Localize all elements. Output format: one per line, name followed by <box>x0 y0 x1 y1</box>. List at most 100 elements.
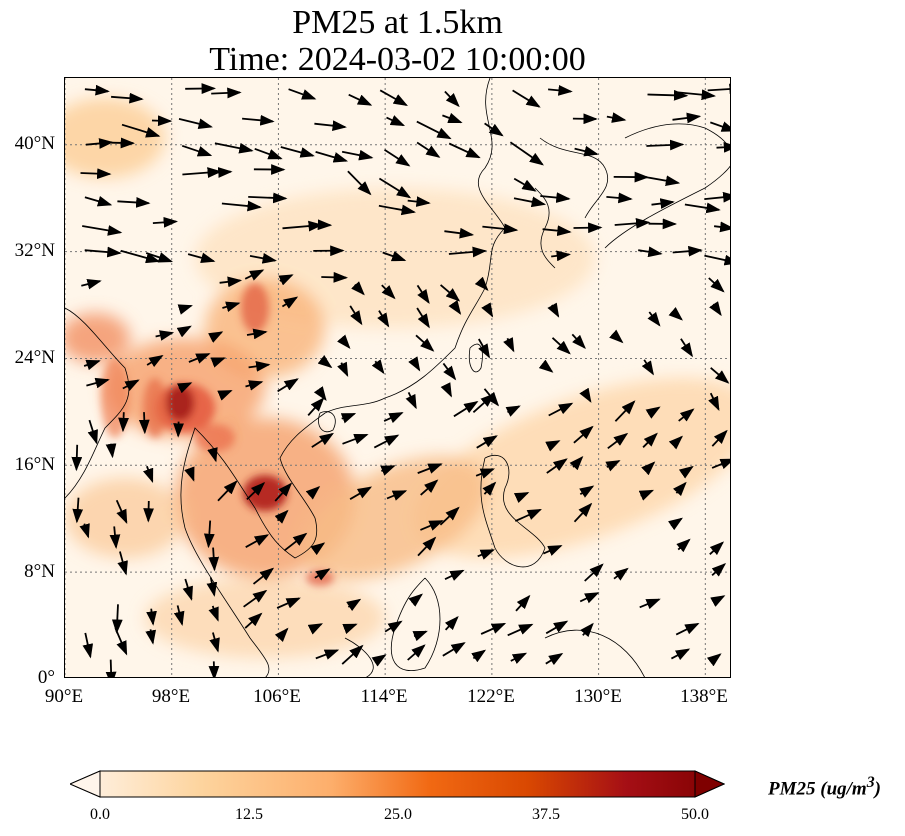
pm25-map <box>64 77 731 678</box>
wind-arrow <box>416 307 430 329</box>
wind-arrow <box>111 137 136 149</box>
wind-arrow <box>252 567 275 585</box>
wind-arrow <box>448 299 462 315</box>
wind-arrow <box>342 433 369 445</box>
wind-arrow <box>82 225 123 236</box>
colorbar <box>70 770 725 798</box>
wind-arrow <box>513 196 547 208</box>
wind-arrow <box>708 277 725 293</box>
wind-arrow <box>444 227 475 239</box>
wind-arrow <box>379 89 408 106</box>
wind-arrow <box>245 534 270 548</box>
wind-arrow <box>480 622 507 635</box>
wind-arrow <box>551 250 571 262</box>
wind-arrow <box>321 271 348 283</box>
wind-arrow <box>573 222 603 234</box>
wind-arrow <box>545 440 561 452</box>
wind-arrow <box>574 145 599 157</box>
wind-arrow <box>377 310 390 328</box>
wind-arrow <box>371 359 385 375</box>
wind-arrow <box>711 458 730 470</box>
wind-arrow <box>176 325 192 338</box>
wind-arrow <box>181 144 213 157</box>
wind-arrow <box>245 380 264 391</box>
wind-arrow <box>647 89 689 101</box>
wind-arrow <box>115 499 128 525</box>
wind-arrow <box>348 93 373 106</box>
lon-label-138: 138°E <box>680 686 728 707</box>
wind-arrow <box>675 622 700 636</box>
wind-arrow <box>249 252 277 264</box>
wind-arrow <box>579 592 600 604</box>
wind-arrow <box>85 138 114 149</box>
wind-arrow <box>407 196 431 207</box>
wind-arrow <box>676 538 691 553</box>
wind-arrow <box>673 481 687 497</box>
wind-arrow <box>211 87 242 99</box>
wind-arrow <box>71 444 83 472</box>
wind-arrow <box>646 139 685 151</box>
wind-arrow <box>143 500 155 523</box>
wind-arrow <box>122 379 140 392</box>
wind-arrow <box>81 278 102 290</box>
wind-arrow <box>187 252 216 263</box>
wind-arrow <box>173 605 185 626</box>
colorbar-tick-1: 12.5 <box>235 806 263 823</box>
wind-arrow <box>606 112 627 123</box>
lat-label-40: 40°N <box>14 133 55 154</box>
wind-arrow <box>118 412 129 433</box>
lon-label-98: 98°E <box>151 686 191 707</box>
wind-arrow <box>678 465 694 479</box>
wind-arrow <box>349 305 363 326</box>
lat-label-0: 0° <box>37 667 55 688</box>
wind-arrow <box>513 177 537 192</box>
wind-arrow <box>711 563 727 577</box>
wind-arrow <box>317 355 333 369</box>
wind-arrow <box>416 284 430 305</box>
wind-arrow <box>584 563 604 582</box>
map-canvas <box>65 78 730 677</box>
wind-arrow <box>278 274 294 286</box>
wind-arrow <box>684 202 721 214</box>
wind-arrow <box>711 429 728 447</box>
wind-arrow <box>710 121 730 132</box>
wind-arrow <box>408 356 421 372</box>
lat-label-8: 8°N <box>24 561 55 582</box>
wind-arrow <box>569 455 584 471</box>
wind-arrow <box>514 508 542 522</box>
wind-arrow <box>347 170 372 196</box>
wind-arrow <box>84 84 110 96</box>
wind-arrow <box>79 523 90 539</box>
wind-arrow <box>380 465 396 476</box>
wind-arrow <box>573 425 594 444</box>
wind-arrow <box>510 652 528 664</box>
wind-arrow <box>82 632 94 659</box>
wind-arrow <box>242 114 275 126</box>
wind-arrow <box>641 359 654 376</box>
wind-arrow <box>645 406 661 419</box>
wind-arrow <box>109 526 121 549</box>
wind-arrow <box>609 329 624 344</box>
wind-arrow <box>668 307 683 321</box>
wind-arrow <box>208 331 224 343</box>
wind-arrow <box>384 149 411 167</box>
wind-arrow <box>315 649 340 660</box>
wind-arrow <box>80 168 112 180</box>
wind-arrow <box>417 463 443 474</box>
wind-arrow <box>573 502 593 523</box>
wind-arrow <box>254 147 283 160</box>
wind-arrow <box>442 112 463 124</box>
colorbar-label-end: ) <box>874 778 881 800</box>
wind-arrow <box>477 549 495 560</box>
wind-arrow <box>412 630 428 642</box>
wind-arrow <box>378 204 416 216</box>
wind-arrow <box>105 443 117 459</box>
wind-arrow <box>309 219 333 231</box>
wind-arrow <box>613 567 629 581</box>
pm25-field <box>65 98 730 658</box>
colorbar-tick-0: 0.0 <box>90 806 110 823</box>
wind-arrow <box>274 509 289 524</box>
wind-arrow <box>307 397 325 416</box>
wind-arrow <box>606 192 633 204</box>
wind-arrow <box>248 192 288 204</box>
